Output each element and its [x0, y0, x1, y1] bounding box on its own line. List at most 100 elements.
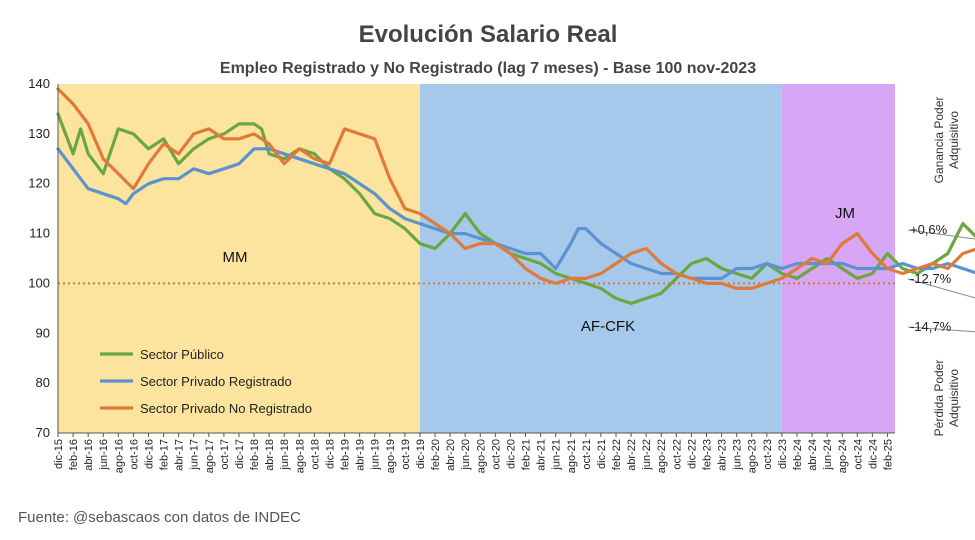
side-label-bottom: Pérdida Poder Adquisitivo	[932, 360, 961, 437]
x-tick-label: dic-21	[596, 439, 608, 469]
x-tick-label: dic-22	[686, 439, 698, 469]
y-tick-label: 70	[36, 425, 50, 440]
x-tick-label: abr-22	[626, 439, 638, 471]
series-line-1	[56, 147, 975, 280]
x-tick-label: oct-20	[490, 439, 502, 470]
chart-title: Evolución Salario Real	[359, 21, 618, 48]
series-line-0	[56, 112, 975, 305]
series-lines	[56, 87, 975, 305]
region-mm	[58, 84, 420, 433]
x-tick-label: jun-19	[370, 439, 382, 471]
x-tick-label: abr-19	[355, 439, 367, 471]
end-annotations: +0,6% -12,7% -14,7%	[907, 222, 975, 334]
x-tick-label: oct-22	[671, 439, 683, 470]
x-tick-label: jun-17	[189, 439, 201, 471]
x-tick-label: ago-18	[294, 439, 306, 473]
x-tick-label: abr-17	[174, 439, 186, 471]
x-tick-label: dic-17	[234, 439, 246, 469]
x-tick-label: ago-17	[204, 439, 216, 473]
region-af-cfk	[419, 84, 782, 433]
x-tick-label: ago-23	[747, 439, 759, 473]
x-tick-label: abr-18	[264, 439, 276, 471]
x-tick-label: jun-23	[732, 439, 744, 471]
x-tick-label: dic-19	[415, 439, 427, 469]
x-tick-label: oct-19	[400, 439, 412, 470]
x-tick-label: ago-20	[475, 439, 487, 473]
x-tick-label: abr-24	[807, 439, 819, 471]
x-tick-label: ago-21	[566, 439, 578, 473]
period-regions	[58, 84, 895, 433]
x-tick-label: oct-17	[219, 439, 231, 470]
legend-label: Sector Privado Registrado	[140, 374, 292, 389]
x-tick-label: feb-25	[882, 439, 894, 470]
y-tick-label: 100	[28, 275, 50, 290]
y-tick-label: 90	[36, 325, 50, 340]
x-tick-label: ago-16	[113, 439, 125, 473]
x-tick-labels: dic-15 feb-16 abr-16 jun-16 ago-16 oct-16 dic-…	[53, 433, 894, 473]
x-tick-label: dic-18	[324, 439, 336, 469]
annotation-label: -14,7%	[910, 319, 952, 334]
x-tick-label: dic-24	[867, 439, 879, 469]
legend-label: Sector Público	[140, 347, 224, 362]
annotation-leader	[907, 229, 975, 240]
x-tick-label: feb-21	[521, 439, 533, 470]
chart-subtitle: Empleo Registrado y No Registrado (lag 7…	[220, 60, 756, 77]
x-tick-label: abr-16	[83, 439, 95, 471]
y-tick-labels: 70 80 90 100 110 120 130 140	[28, 76, 50, 440]
x-tick-label: feb-16	[68, 439, 80, 470]
x-tick-label: feb-24	[792, 439, 804, 470]
x-tick-label: oct-21	[581, 439, 593, 470]
x-tick-label: oct-23	[762, 439, 774, 470]
y-tick-label: 130	[28, 126, 50, 141]
region-label-af-cfk: AF-CFK	[581, 318, 635, 335]
side-label-top-line: Adquisitivo	[947, 111, 961, 169]
region-labels: MM AF-CFK JM	[223, 205, 856, 335]
x-tick-label: dic-20	[505, 439, 517, 469]
x-tick-label: jun-24	[822, 439, 834, 471]
annotation-leader	[907, 278, 975, 299]
y-tick-label: 80	[36, 375, 50, 390]
x-tick-label: oct-16	[128, 439, 140, 470]
x-tick-label: dic-16	[143, 439, 155, 469]
source-note: Fuente: @sebascaos con datos de INDEC	[18, 509, 301, 526]
x-tick-label: jun-20	[460, 439, 472, 471]
side-label-bottom-line: Adquisitivo	[947, 369, 961, 427]
x-tick-label: ago-19	[385, 439, 397, 473]
x-tick-label: oct-18	[309, 439, 321, 470]
x-tick-label: jun-22	[641, 439, 653, 471]
y-tick-label: 140	[28, 76, 50, 91]
x-tick-label: jun-16	[98, 439, 110, 471]
x-tick-label: feb-17	[159, 439, 171, 470]
side-label-top: Ganancia Poder Adquisitivo	[932, 97, 961, 184]
x-tick-label: ago-24	[837, 439, 849, 473]
legend-label: Sector Privado No Registrado	[140, 401, 312, 416]
x-tick-label: ago-22	[656, 439, 668, 473]
x-tick-label: feb-18	[249, 439, 261, 470]
y-tick-label: 120	[28, 176, 50, 191]
x-tick-label: dic-15	[53, 439, 65, 469]
x-tick-label: oct-24	[852, 439, 864, 470]
region-label-jm: JM	[835, 205, 855, 222]
x-tick-label: jun-21	[551, 439, 563, 471]
x-tick-label: feb-19	[340, 439, 352, 470]
annotation-label: +0,6%	[910, 222, 948, 237]
y-tick-label: 110	[29, 226, 50, 241]
legend: Sector Público Sector Privado Registrado S…	[100, 347, 312, 416]
x-tick-label: abr-21	[536, 439, 548, 471]
x-tick-label: abr-23	[717, 439, 729, 471]
x-tick-label: feb-22	[611, 439, 623, 470]
side-label-top-line: Ganancia Poder	[932, 97, 946, 184]
x-tick-label: dic-23	[777, 439, 789, 469]
axes	[57, 84, 895, 434]
series-line-2	[56, 87, 975, 290]
x-tick-label: feb-23	[701, 439, 713, 470]
annotation-leader	[907, 326, 975, 333]
x-tick-label: abr-20	[445, 439, 457, 471]
annotation-label: -12,7%	[910, 271, 952, 286]
x-tick-label: jun-18	[279, 439, 291, 471]
side-label-bottom-line: Pérdida Poder	[932, 360, 946, 437]
x-tick-label: feb-20	[430, 439, 442, 470]
region-label-mm: MM	[223, 249, 248, 266]
